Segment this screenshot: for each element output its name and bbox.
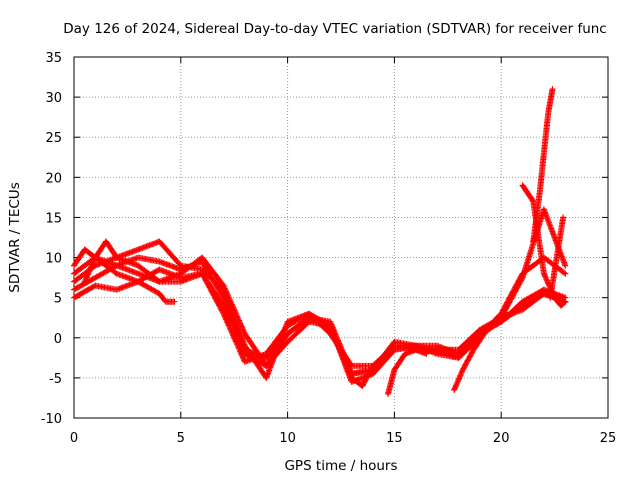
y-tick-label: 25 <box>45 131 62 146</box>
series-track-5 <box>81 238 569 389</box>
series-track-rise <box>530 86 556 245</box>
x-tick-label: 25 <box>600 431 617 446</box>
chart-title: Day 126 of 2024, Sidereal Day-to-day VTE… <box>63 21 606 37</box>
plot-frame <box>73 56 609 419</box>
series-track-short <box>385 346 430 397</box>
y-tick-label: 10 <box>45 252 62 267</box>
y-tick-label: -10 <box>41 412 62 427</box>
series-markers <box>547 214 567 301</box>
data-series <box>71 86 569 397</box>
y-tick-label: 30 <box>45 91 62 106</box>
y-tick-label: 15 <box>45 211 62 226</box>
x-tick-label: 10 <box>279 431 296 446</box>
x-tick-label: 15 <box>386 431 403 446</box>
series-markers <box>81 238 569 389</box>
x-tick-label: 5 <box>177 431 185 446</box>
x-tick-label: 0 <box>70 431 78 446</box>
y-tick-label: 0 <box>54 332 62 347</box>
series-track-end <box>547 214 567 301</box>
series-track-6 <box>71 246 178 305</box>
y-tick-label: 35 <box>45 51 62 66</box>
y-tick-label: -5 <box>49 372 62 387</box>
x-axis-label: GPS time / hours <box>284 458 397 474</box>
grid <box>74 57 608 418</box>
y-tick-label: 5 <box>54 292 62 307</box>
x-tick-label: 20 <box>493 431 510 446</box>
axis-ticks: 0 5 10 15 20 25 -10 -5 0 5 10 15 20 25 30 35 <box>41 51 617 446</box>
y-axis-label: SDTVAR / TECUs <box>7 182 23 292</box>
y-tick-label: 20 <box>45 171 62 186</box>
series-markers <box>385 346 430 397</box>
series-markers <box>71 246 178 305</box>
series-markers <box>451 310 515 393</box>
series-track-late <box>451 310 515 393</box>
series-markers <box>530 86 556 245</box>
